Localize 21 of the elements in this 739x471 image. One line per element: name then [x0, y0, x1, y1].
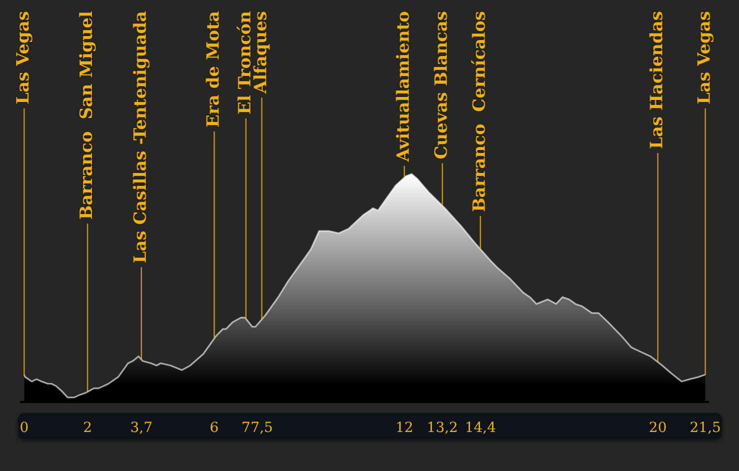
x-tick-label: 12 [395, 420, 414, 436]
x-tick-label: 14,4 [464, 420, 496, 436]
ref-line-label: Las Vegas [14, 11, 34, 104]
ref-line-label: Barranco San Miguel [76, 10, 97, 220]
ref-line-label: Alfaques [251, 11, 272, 95]
x-tick-label: 6 [210, 420, 219, 436]
ref-line-label: Las Casillas -Tenteniguada [130, 11, 151, 264]
ref-line-label: Avituallamiento [394, 11, 414, 163]
x-tick-label: 20 [648, 420, 667, 436]
ref-line-label: Cuevas Blancas [432, 11, 452, 160]
x-tick-label: 7 [241, 420, 250, 436]
ref-line-label: Las Haciendas [647, 11, 668, 149]
ref-line-label: Era de Mota [204, 11, 224, 128]
x-tick-label: 13,2 [426, 420, 458, 436]
ref-line-label: Barranco Cernícalos [470, 11, 490, 212]
ref-line-label: Las Vegas [694, 11, 715, 104]
x-tick-label: 3,7 [130, 420, 153, 436]
x-tick-label: 21,5 [690, 420, 721, 436]
x-tick-label: 2 [83, 420, 92, 436]
x-tick-label: 7,5 [250, 420, 273, 436]
x-tick-label: 0 [20, 420, 29, 436]
